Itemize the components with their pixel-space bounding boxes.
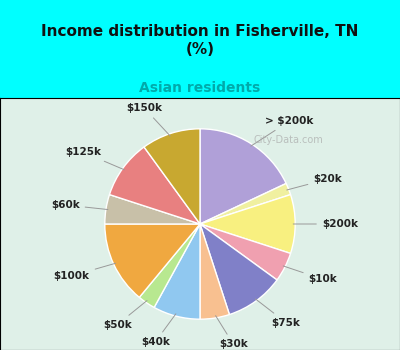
Wedge shape	[154, 224, 200, 319]
Wedge shape	[144, 129, 200, 224]
Text: $125k: $125k	[66, 147, 124, 170]
Wedge shape	[200, 129, 286, 224]
Wedge shape	[200, 195, 295, 253]
Text: Income distribution in Fisherville, TN
(%): Income distribution in Fisherville, TN (…	[41, 25, 359, 57]
Text: $100k: $100k	[54, 263, 116, 281]
Wedge shape	[200, 224, 230, 319]
Text: > $200k: > $200k	[251, 116, 314, 146]
Wedge shape	[105, 224, 200, 298]
Text: $200k: $200k	[293, 219, 358, 229]
Wedge shape	[110, 147, 200, 224]
Wedge shape	[200, 224, 277, 315]
Text: $20k: $20k	[287, 174, 342, 190]
Text: $75k: $75k	[255, 299, 300, 328]
Text: $50k: $50k	[103, 301, 147, 330]
Text: $40k: $40k	[141, 314, 176, 347]
Wedge shape	[200, 224, 290, 280]
Wedge shape	[139, 224, 200, 307]
Text: $150k: $150k	[126, 103, 170, 136]
Text: $30k: $30k	[216, 316, 248, 349]
Wedge shape	[200, 183, 290, 224]
Text: Asian residents: Asian residents	[139, 80, 261, 94]
Wedge shape	[105, 195, 200, 224]
Text: $60k: $60k	[51, 200, 108, 210]
Text: City-Data.com: City-Data.com	[253, 135, 323, 145]
Text: $10k: $10k	[283, 266, 337, 284]
